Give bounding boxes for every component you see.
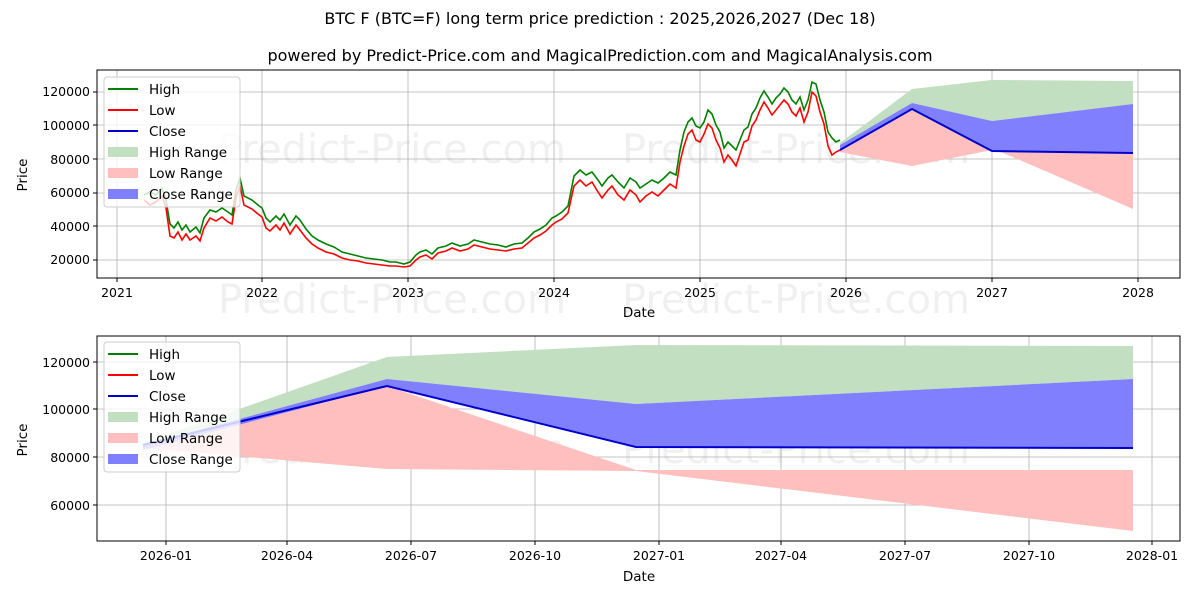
svg-text:2022: 2022 [246,285,278,300]
svg-text:60000: 60000 [50,185,90,200]
legend-close-range-swatch [108,189,138,199]
svg-text:80000: 80000 [50,152,90,167]
legend-high-range-swatch [108,147,138,157]
svg-text:Low Range: Low Range [149,166,223,182]
svg-text:120000: 120000 [42,84,90,99]
svg-text:2026-10: 2026-10 [509,548,561,563]
bottom-high-range [143,345,1133,445]
svg-text:Low: Low [149,103,176,119]
top-low-range [840,109,1133,209]
svg-text:Low: Low [149,368,176,384]
svg-text:2025: 2025 [684,285,716,300]
bottom-close-range [143,379,1133,450]
top-x-tick-labels: 2021 2022 2023 2024 2025 2026 2027 2028 [101,285,1154,300]
svg-text:High Range: High Range [149,410,227,426]
svg-text:Low Range: Low Range [149,431,223,447]
watermark: Predict-Price.com [218,127,566,173]
svg-text:2023: 2023 [392,285,424,300]
svg-text:Close Range: Close Range [149,187,233,203]
top-y-axis-label: Price [15,159,31,192]
svg-text:2027: 2027 [976,285,1008,300]
bottom-x-axis-label: Date [623,569,655,585]
svg-text:High Range: High Range [149,145,227,161]
bottom-legend: High Low Close High Range Low Range Clos… [103,341,241,473]
svg-text:2028: 2028 [1122,285,1154,300]
legend-low-range-swatch [108,433,138,443]
svg-text:2027-10: 2027-10 [1003,548,1055,563]
bottom-y-tick-labels: 120000 100000 80000 60000 [42,355,90,513]
svg-text:2027-04: 2027-04 [755,548,807,563]
svg-text:2026: 2026 [830,285,862,300]
top-close-line [839,107,1134,154]
watermark: Predict-Price.com [622,277,970,323]
top-legend: High Low Close High Range Low Range Clos… [103,76,241,208]
top-axes-frame [96,69,1181,279]
svg-text:2027-01: 2027-01 [633,548,685,563]
legend-high-range-swatch [108,412,138,422]
svg-text:High: High [149,82,180,98]
svg-text:2027-07: 2027-07 [879,548,931,563]
top-chart: Predict-Price.com Predict-Price.com Pred… [15,69,1181,323]
svg-text:2021: 2021 [101,285,133,300]
svg-text:Close: Close [149,389,186,405]
svg-text:100000: 100000 [42,118,90,133]
svg-text:20000: 20000 [50,252,90,267]
svg-text:2026-04: 2026-04 [261,548,313,563]
svg-text:100000: 100000 [42,402,90,417]
bottom-close-line [142,384,1134,449]
svg-text:40000: 40000 [50,219,90,234]
chart-subtitle: powered by Predict-Price.com and Magical… [267,46,933,65]
svg-text:2028-01: 2028-01 [1126,548,1178,563]
svg-text:High: High [149,347,180,363]
top-high-range [840,80,1133,145]
svg-text:2026-07: 2026-07 [385,548,437,563]
svg-text:Close: Close [149,124,186,140]
svg-text:2024: 2024 [538,285,570,300]
top-y-tick-labels: 120000 100000 80000 60000 40000 20000 [42,84,90,267]
bottom-y-axis-label: Price [15,424,31,457]
svg-text:80000: 80000 [50,450,90,465]
bottom-x-tick-labels: 2026-01 2026-04 2026-07 2026-10 2027-01 … [140,548,1178,563]
bottom-low-range [143,386,1133,531]
top-high-line [143,80,841,265]
svg-text:120000: 120000 [42,355,90,370]
top-low-line [143,90,841,268]
watermark: Predict-Price.com [218,277,566,323]
svg-text:2026-01: 2026-01 [140,548,192,563]
svg-text:Close Range: Close Range [149,452,233,468]
bottom-axes-frame [96,335,1181,542]
legend-close-range-swatch [108,454,138,464]
bottom-chart: Predict-Price.com Predict-Price.com 1200… [15,335,1181,585]
top-close-range [840,103,1133,153]
chart-title: BTC F (BTC=F) long term price prediction… [324,9,876,28]
svg-text:60000: 60000 [50,498,90,513]
legend-low-range-swatch [108,168,138,178]
top-x-axis-label: Date [623,305,655,321]
